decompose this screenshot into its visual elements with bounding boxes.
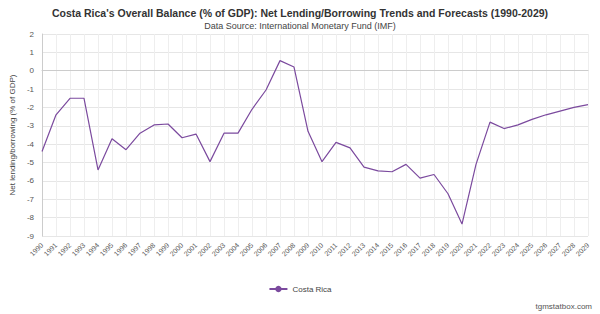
svg-text:1991: 1991 (43, 241, 59, 257)
svg-text:2004: 2004 (225, 241, 241, 257)
svg-text:1993: 1993 (71, 241, 87, 257)
svg-text:2001: 2001 (183, 241, 199, 257)
svg-text:2026: 2026 (533, 241, 549, 257)
svg-text:-6: -6 (27, 176, 35, 185)
svg-text:2000: 2000 (169, 241, 185, 257)
svg-text:-1: -1 (27, 85, 35, 94)
svg-text:1998: 1998 (141, 241, 157, 257)
svg-text:-4: -4 (27, 140, 35, 149)
svg-text:2024: 2024 (505, 241, 521, 257)
svg-text:2012: 2012 (337, 241, 353, 257)
svg-text:-2: -2 (27, 103, 35, 112)
svg-text:1995: 1995 (99, 241, 115, 257)
svg-text:2023: 2023 (491, 241, 507, 257)
svg-text:2020: 2020 (449, 241, 465, 257)
svg-text:2002: 2002 (197, 241, 213, 257)
svg-text:Costa Rica's Overall Balance (: Costa Rica's Overall Balance (% of GDP):… (52, 7, 548, 19)
svg-text:1997: 1997 (127, 241, 143, 257)
svg-text:2027: 2027 (547, 241, 563, 257)
svg-text:1: 1 (30, 48, 35, 57)
svg-text:2008: 2008 (281, 241, 297, 257)
svg-text:2005: 2005 (239, 241, 255, 257)
svg-text:2021: 2021 (463, 241, 479, 257)
svg-text:-7: -7 (27, 195, 35, 204)
svg-text:-8: -8 (27, 213, 35, 222)
svg-text:2013: 2013 (351, 241, 367, 257)
svg-text:Net lending/borrowing (% of GD: Net lending/borrowing (% of GDP) (8, 74, 17, 195)
svg-text:-5: -5 (27, 158, 35, 167)
svg-text:1990: 1990 (29, 241, 45, 257)
svg-text:-3: -3 (27, 121, 35, 130)
svg-text:2018: 2018 (421, 241, 437, 257)
svg-text:2011: 2011 (323, 241, 339, 257)
svg-text:tgmstatbox.com: tgmstatbox.com (536, 302, 593, 311)
svg-text:-9: -9 (27, 232, 35, 241)
svg-text:2007: 2007 (267, 241, 283, 257)
svg-text:2003: 2003 (211, 241, 227, 257)
svg-text:2025: 2025 (519, 241, 535, 257)
svg-text:2017: 2017 (407, 241, 423, 257)
svg-text:2022: 2022 (477, 241, 493, 257)
svg-text:2009: 2009 (295, 241, 311, 257)
svg-text:2016: 2016 (393, 241, 409, 257)
svg-text:1994: 1994 (85, 241, 101, 257)
svg-text:2028: 2028 (561, 241, 577, 257)
svg-text:2014: 2014 (365, 241, 381, 257)
svg-text:2015: 2015 (379, 241, 395, 257)
svg-text:2019: 2019 (435, 241, 451, 257)
svg-text:2010: 2010 (309, 241, 325, 257)
svg-text:1996: 1996 (113, 241, 129, 257)
svg-text:2029: 2029 (575, 241, 591, 257)
svg-text:1992: 1992 (57, 241, 73, 257)
svg-text:Costa Rica: Costa Rica (292, 285, 332, 294)
svg-text:Data Source: International Mon: Data Source: International Monetary Fund… (204, 21, 396, 31)
svg-text:2006: 2006 (253, 241, 269, 257)
svg-text:1999: 1999 (155, 241, 171, 257)
svg-text:2: 2 (30, 30, 35, 39)
svg-text:0: 0 (30, 66, 35, 75)
